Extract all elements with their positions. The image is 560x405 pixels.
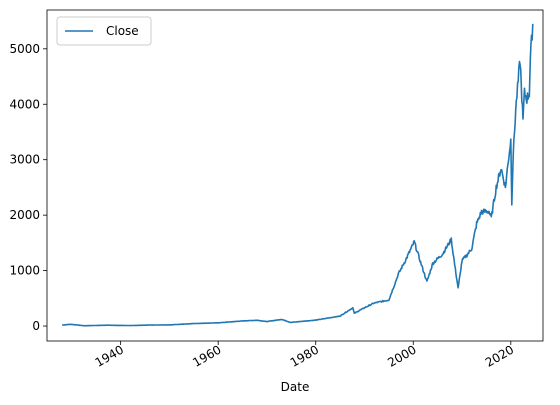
x-axis: 1940 1960 1980 2000 2020	[93, 341, 516, 370]
x-tick-label: 2020	[483, 342, 516, 369]
y-axis: 0 1000 2000 3000 4000 5000	[9, 42, 47, 333]
plot-frame	[46, 9, 544, 342]
y-tick-label: 3000	[9, 153, 40, 167]
plot-area	[47, 10, 543, 341]
legend-label-close: Close	[106, 24, 139, 38]
series-line-close	[61, 23, 534, 327]
x-tick-label: 1960	[190, 342, 223, 369]
y-tick-label: 2000	[9, 208, 40, 222]
x-axis-label: Date	[281, 380, 310, 394]
y-tick-label: 4000	[9, 97, 40, 111]
y-tick-label: 5000	[9, 42, 40, 56]
legend-box	[56, 16, 152, 46]
y-tick-label: 1000	[9, 264, 40, 278]
x-tick-label: 1980	[288, 342, 321, 369]
plot-content	[61, 23, 534, 327]
legend: Close	[56, 16, 152, 46]
x-tick-label: 1940	[93, 342, 126, 369]
x-tick-label: 2000	[385, 342, 418, 369]
y-tick-label: 0	[32, 319, 40, 333]
